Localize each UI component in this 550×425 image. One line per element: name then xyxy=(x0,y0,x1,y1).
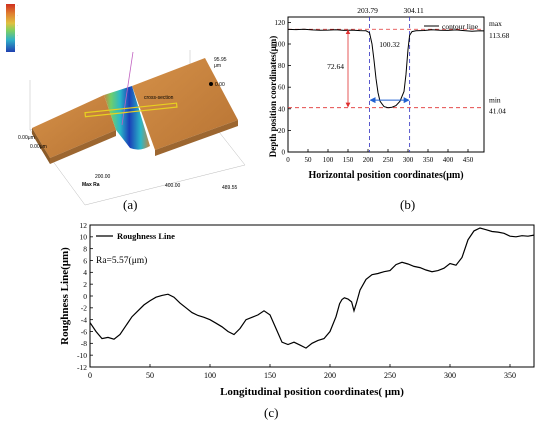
x-tick-label: 400 xyxy=(443,156,454,164)
svg-text:·: · xyxy=(17,14,18,18)
depth-contour-chart: 0 50 100 150 200 250 300 350 400 450 0 20 40 60 80 100 1… xyxy=(268,6,510,181)
x-tick-label: 250 xyxy=(384,371,396,380)
roughness-line-series xyxy=(89,227,535,349)
y-tick-label: 2 xyxy=(83,280,87,289)
y-tick-label: 100 xyxy=(275,41,286,49)
legend-label: Roughness Line xyxy=(117,231,175,241)
x-tick-label: 150 xyxy=(264,371,276,380)
y-tick-label: -6 xyxy=(81,327,87,336)
max-label: max xyxy=(489,19,502,28)
x-tick-label: 250 xyxy=(383,156,394,164)
y-tick-label: 4 xyxy=(83,268,87,277)
surface-front xyxy=(50,130,116,164)
x-tick-label: 450 xyxy=(463,156,474,164)
min-label: min xyxy=(489,96,501,105)
y-tick-label: -8 xyxy=(81,339,87,348)
x-tick-label: 350 xyxy=(504,371,516,380)
surface-front-left xyxy=(32,128,50,164)
svg-text:·: · xyxy=(17,34,18,38)
scale-zero-label: 0.00 xyxy=(215,82,225,88)
cross-section-annotation: cross-section xyxy=(144,95,174,101)
surface-left xyxy=(32,95,116,158)
y-tick-label: 80 xyxy=(278,62,286,70)
y-tick-label: 12 xyxy=(80,221,88,230)
scale-zero-dot xyxy=(209,82,213,86)
depth-value-label: 72.64 xyxy=(327,62,344,71)
svg-text:·: · xyxy=(17,44,18,48)
y-tick-label: 8 xyxy=(83,244,87,253)
scale-max-label: 95.95 xyxy=(214,57,227,63)
contour-line-series xyxy=(287,28,485,109)
x-tick-label: 100 xyxy=(323,156,334,164)
y-axis-title: Depth position coordinates(μm) xyxy=(268,36,278,158)
y-tick-label: 0 xyxy=(282,149,286,157)
x-tick-label: 0 xyxy=(286,156,290,164)
min-value-label: 41.04 xyxy=(489,107,506,116)
x-tick-label: 50 xyxy=(305,156,313,164)
y-tick-label: -2 xyxy=(81,304,87,313)
y-tick-label: 0 xyxy=(83,292,87,301)
color-scale-ticks: · · · · · xyxy=(17,4,18,48)
x-tick-label: 100 xyxy=(204,371,216,380)
svg-text:·: · xyxy=(17,4,18,8)
legend-label: contour line xyxy=(442,22,479,31)
x-axis-title: Horizontal position coordinates(μm) xyxy=(308,170,463,181)
axis-top-left-label: 0.00μm xyxy=(18,135,35,141)
y-tick-label: 60 xyxy=(278,84,286,92)
panel-label-a: (a) xyxy=(123,197,138,212)
panel-label-c: (c) xyxy=(264,405,279,420)
max-value-label: 113.68 xyxy=(489,31,510,40)
y-tick-label: -12 xyxy=(77,363,87,372)
x-tick-label: 300 xyxy=(444,371,456,380)
axis-label: Max Ra xyxy=(82,182,100,188)
y-tick-label: 40 xyxy=(278,105,286,113)
panel-label-b: (b) xyxy=(400,197,416,212)
x-tick-label: 300 xyxy=(403,156,414,164)
roughness-line-chart: 0 50 100 150 200 250 300 350 -12 -10 -8 -6 -4 -2 0 2 4 6 8… xyxy=(59,221,535,398)
plot-frame xyxy=(89,224,535,368)
surface-3d-view: · · · · · 95.95 μm 0.00 cross-section 0.00μm… xyxy=(6,4,246,206)
axis-200-label: 200.00 xyxy=(95,174,111,180)
y-tick-label: 10 xyxy=(80,233,88,242)
surface-right xyxy=(132,58,238,150)
x-left-value-label: 203.79 xyxy=(357,6,378,15)
surface-front-right xyxy=(155,120,238,156)
x-tick-label: 150 xyxy=(343,156,354,164)
ra-annotation: Ra=5.57(μm) xyxy=(96,255,147,266)
color-scale-bar xyxy=(6,4,15,52)
y-tick-label: 6 xyxy=(83,256,87,265)
y-tick-label: -10 xyxy=(77,351,87,360)
svg-text:·: · xyxy=(17,24,18,28)
cross-section-line xyxy=(84,102,178,118)
y-tick-label: 20 xyxy=(278,127,286,135)
axis-400-label: 400.00 xyxy=(165,183,181,189)
plot-frame xyxy=(287,16,485,153)
groove-channel xyxy=(104,86,150,150)
y-tick-label: 120 xyxy=(275,19,286,27)
y-axis-title: Roughness Line(μm) xyxy=(59,247,71,345)
x-right-value-label: 304.11 xyxy=(403,6,424,15)
x-axis-title: Longitudinal position coordinates( μm) xyxy=(220,386,404,398)
x-tick-label: 200 xyxy=(324,371,336,380)
axis-bottom-left-label: 0.00μm xyxy=(30,144,47,150)
x-tick-label: 50 xyxy=(146,371,154,380)
x-tick-label: 0 xyxy=(88,371,92,380)
width-value-label: 100.32 xyxy=(379,40,400,49)
x-tick-label: 350 xyxy=(423,156,434,164)
y-tick-label: -4 xyxy=(81,315,87,324)
x-tick-label: 200 xyxy=(363,156,374,164)
scale-unit-label: μm xyxy=(214,63,221,69)
axis-end-label: 489.55 xyxy=(222,185,238,191)
